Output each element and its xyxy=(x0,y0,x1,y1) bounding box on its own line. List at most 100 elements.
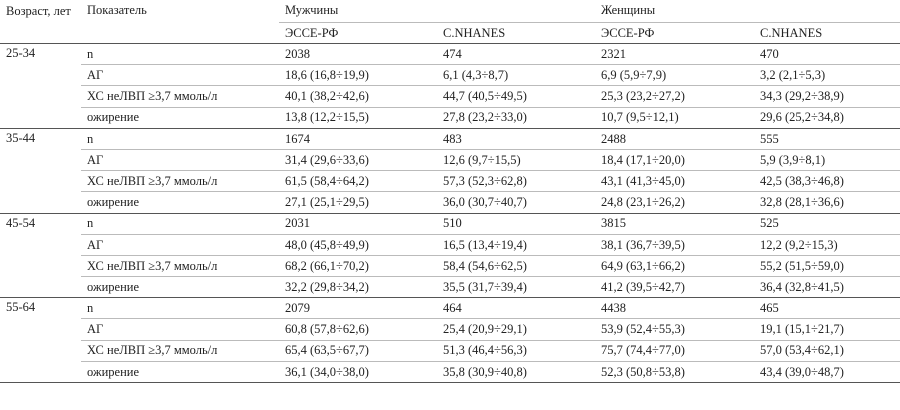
women-nhanes-header: C.NHANES xyxy=(754,22,900,44)
indicator-cell: n xyxy=(81,42,279,65)
value-cell: 27,8 (23,2÷33,0) xyxy=(437,106,595,129)
value-cell: 29,6 (25,2÷34,8) xyxy=(754,106,900,129)
value-cell: 465 xyxy=(754,297,900,319)
value-cell: 18,6 (16,8÷19,9) xyxy=(279,64,437,86)
men-group-header: Мужчины xyxy=(279,0,595,23)
table-row: ожирение 32,2 (29,8÷34,2) 35,5 (31,7÷39,4)… xyxy=(0,276,900,298)
table-row: ХС неЛВП ≥3,7 ммоль/л 40,1 (38,2÷42,6) 44,… xyxy=(0,85,900,108)
indicator-cell: ХС неЛВП ≥3,7 ммоль/л xyxy=(81,339,279,362)
value-cell: 464 xyxy=(437,297,595,319)
value-cell: 16,5 (13,4÷19,4) xyxy=(437,233,595,256)
value-cell: 483 xyxy=(437,127,595,150)
age-group-cell: 55-64 xyxy=(0,297,81,383)
value-cell: 474 xyxy=(437,42,595,65)
value-cell: 35,5 (31,7÷39,4) xyxy=(437,276,595,298)
value-cell: 3,2 (2,1÷5,3) xyxy=(754,64,900,86)
value-cell: 48,0 (45,8÷49,9) xyxy=(279,233,437,256)
prevalence-table: Возраст, лет Показатель Мужчины Женщины … xyxy=(0,0,900,384)
indicator-cell: n xyxy=(81,297,279,319)
women-esse-header: ЭССЕ-РФ xyxy=(595,22,754,44)
value-cell: 43,4 (39,0÷48,7) xyxy=(754,360,900,384)
value-cell: 53,9 (52,4÷55,3) xyxy=(595,318,754,341)
value-cell: 24,8 (23,1÷26,2) xyxy=(595,191,754,213)
value-cell: 43,1 (41,3÷45,0) xyxy=(595,170,754,192)
table-body: 25-34 n 2038 474 2321 470 АГ 18,6 (16,8÷19,9) 6,… xyxy=(0,42,900,384)
indicator-cell: ХС неЛВП ≥3,7 ммоль/л xyxy=(81,254,279,277)
age-group-cell: 25-34 xyxy=(0,43,81,129)
value-cell: 51,3 (46,4÷56,3) xyxy=(437,339,595,362)
value-cell: 35,8 (30,9÷40,8) xyxy=(437,360,595,384)
indicator-cell: АГ xyxy=(81,318,279,341)
value-cell: 2079 xyxy=(279,297,437,319)
value-cell: 75,7 (74,4÷77,0) xyxy=(595,339,754,362)
value-cell: 13,8 (12,2÷15,5) xyxy=(279,106,437,129)
value-cell: 31,4 (29,6÷33,6) xyxy=(279,148,437,171)
value-cell: 25,3 (23,2÷27,2) xyxy=(595,85,754,108)
value-cell: 34,3 (29,2÷38,9) xyxy=(754,85,900,108)
value-cell: 1674 xyxy=(279,127,437,150)
women-group-header: Женщины xyxy=(595,0,900,23)
value-cell: 510 xyxy=(437,212,595,235)
value-cell: 555 xyxy=(754,127,900,150)
value-cell: 2038 xyxy=(279,42,437,65)
value-cell: 18,4 (17,1÷20,0) xyxy=(595,148,754,171)
age-column-header: Возраст, лет xyxy=(0,0,81,44)
value-cell: 68,2 (66,1÷70,2) xyxy=(279,254,437,277)
indicator-cell: ожирение xyxy=(81,360,279,384)
table-row: 45-54 n 2031 510 3815 525 xyxy=(0,212,900,298)
value-cell: 41,2 (39,5÷42,7) xyxy=(595,276,754,298)
value-cell: 6,9 (5,9÷7,9) xyxy=(595,64,754,86)
age-group-cell: 45-54 xyxy=(0,212,81,298)
value-cell: 64,9 (63,1÷66,2) xyxy=(595,254,754,277)
value-cell: 60,8 (57,8÷62,6) xyxy=(279,318,437,341)
value-cell: 27,1 (25,1÷29,5) xyxy=(279,191,437,213)
value-cell: 38,1 (36,7÷39,5) xyxy=(595,233,754,256)
value-cell: 25,4 (20,9÷29,1) xyxy=(437,318,595,341)
value-cell: 65,4 (63,5÷67,7) xyxy=(279,339,437,362)
value-cell: 6,1 (4,3÷8,7) xyxy=(437,64,595,86)
table-row: ХС неЛВП ≥3,7 ммоль/л 68,2 (66,1÷70,2) 58,… xyxy=(0,254,900,277)
indicator-cell: ХС неЛВП ≥3,7 ммоль/л xyxy=(81,170,279,192)
value-cell: 36,4 (32,8÷41,5) xyxy=(754,276,900,298)
table-row: АГ 60,8 (57,8÷62,6) 25,4 (20,9÷29,1) 53,9 (… xyxy=(0,318,900,341)
value-cell: 10,7 (9,5÷12,1) xyxy=(595,106,754,129)
table-row: 25-34 n 2038 474 2321 470 xyxy=(0,42,900,129)
value-cell: 3815 xyxy=(595,212,754,235)
indicator-cell: ХС неЛВП ≥3,7 ммоль/л xyxy=(81,85,279,108)
table-row: ожирение 27,1 (25,1÷29,5) 36,0 (30,7÷40,7)… xyxy=(0,191,900,213)
value-cell: 32,2 (29,8÷34,2) xyxy=(279,276,437,298)
men-esse-header: ЭССЕ-РФ xyxy=(279,22,437,44)
value-cell: 52,3 (50,8÷53,8) xyxy=(595,360,754,384)
table-row: ХС неЛВП ≥3,7 ммоль/л 61,5 (58,4÷64,2) 57,… xyxy=(0,170,900,192)
men-nhanes-header: C.NHANES xyxy=(437,22,595,44)
table-row: ожирение 13,8 (12,2÷15,5) 27,8 (23,2÷33,0)… xyxy=(0,106,900,129)
table-row: АГ 31,4 (29,6÷33,6) 12,6 (9,7÷15,5) 18,4 (1… xyxy=(0,148,900,171)
value-cell: 12,2 (9,2÷15,3) xyxy=(754,233,900,256)
table-row: ХС неЛВП ≥3,7 ммоль/л 65,4 (63,5÷67,7) 51,… xyxy=(0,339,900,362)
value-cell: 44,7 (40,5÷49,5) xyxy=(437,85,595,108)
indicator-cell: АГ xyxy=(81,148,279,171)
table-row: 55-64 n 2079 464 4438 465 xyxy=(0,297,900,383)
indicator-cell: ожирение xyxy=(81,191,279,213)
table-row: ожирение 36,1 (34,0÷38,0) 35,8 (30,9÷40,8)… xyxy=(0,360,900,384)
value-cell: 32,8 (28,1÷36,6) xyxy=(754,191,900,213)
value-cell: 58,4 (54,6÷62,5) xyxy=(437,254,595,277)
indicator-cell: n xyxy=(81,127,279,150)
value-cell: 57,0 (53,4÷62,1) xyxy=(754,339,900,362)
indicator-cell: АГ xyxy=(81,64,279,86)
value-cell: 2321 xyxy=(595,42,754,65)
indicator-cell: ожирение xyxy=(81,106,279,129)
value-cell: 2031 xyxy=(279,212,437,235)
indicator-cell: n xyxy=(81,212,279,235)
value-cell: 36,1 (34,0÷38,0) xyxy=(279,360,437,384)
value-cell: 42,5 (38,3÷46,8) xyxy=(754,170,900,192)
indicator-column-header: Показатель xyxy=(81,0,279,44)
value-cell: 2488 xyxy=(595,127,754,150)
age-group-cell: 35-44 xyxy=(0,127,81,213)
value-cell: 5,9 (3,9÷8,1) xyxy=(754,148,900,171)
indicator-cell: АГ xyxy=(81,233,279,256)
value-cell: 57,3 (52,3÷62,8) xyxy=(437,170,595,192)
value-cell: 525 xyxy=(754,212,900,235)
value-cell: 61,5 (58,4÷64,2) xyxy=(279,170,437,192)
value-cell: 470 xyxy=(754,42,900,65)
